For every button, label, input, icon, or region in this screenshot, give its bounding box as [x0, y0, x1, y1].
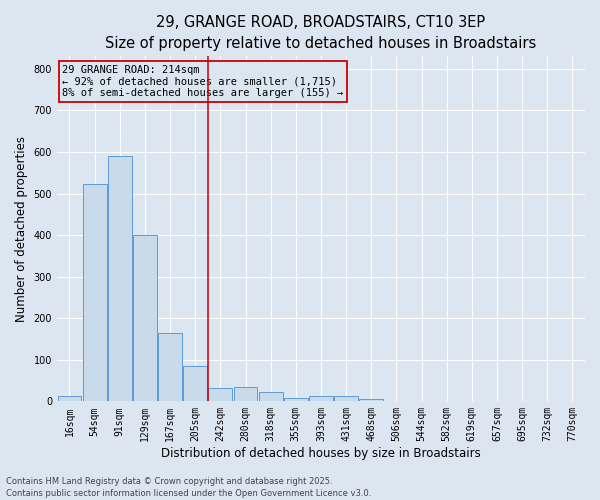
- Bar: [58, 396, 82, 402]
- Bar: [83, 184, 107, 402]
- Bar: [359, 400, 383, 402]
- Bar: [158, 332, 182, 402]
- Bar: [233, 387, 257, 402]
- Bar: [108, 156, 132, 402]
- Bar: [259, 392, 283, 402]
- Bar: [208, 388, 232, 402]
- Bar: [183, 366, 207, 402]
- Text: 29 GRANGE ROAD: 214sqm
← 92% of detached houses are smaller (1,715)
8% of semi-d: 29 GRANGE ROAD: 214sqm ← 92% of detached…: [62, 65, 343, 98]
- Y-axis label: Number of detached properties: Number of detached properties: [15, 136, 28, 322]
- Bar: [334, 396, 358, 402]
- Bar: [309, 396, 333, 402]
- Bar: [284, 398, 308, 402]
- Title: 29, GRANGE ROAD, BROADSTAIRS, CT10 3EP
Size of property relative to detached hou: 29, GRANGE ROAD, BROADSTAIRS, CT10 3EP S…: [106, 15, 536, 51]
- Bar: [133, 235, 157, 402]
- X-axis label: Distribution of detached houses by size in Broadstairs: Distribution of detached houses by size …: [161, 447, 481, 460]
- Text: Contains HM Land Registry data © Crown copyright and database right 2025.
Contai: Contains HM Land Registry data © Crown c…: [6, 476, 371, 498]
